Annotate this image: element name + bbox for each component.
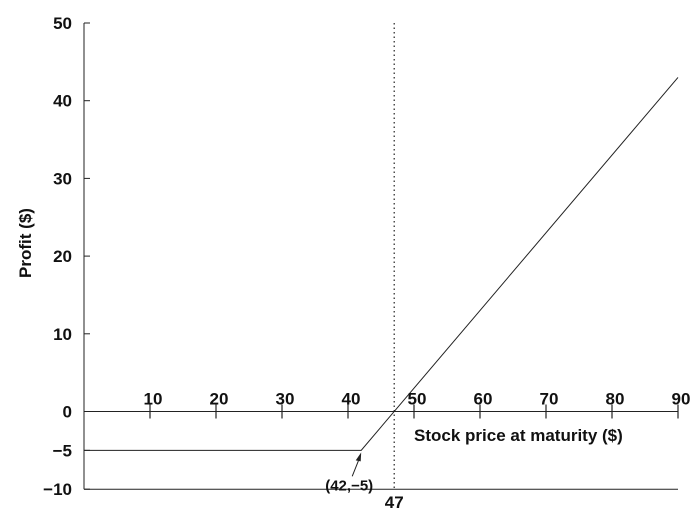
breakeven-label: 47 xyxy=(385,493,404,512)
y-tick-label--5: −5 xyxy=(53,441,72,460)
x-tick-label-60: 60 xyxy=(474,390,493,409)
x-tick-label-70: 70 xyxy=(540,390,559,409)
chart-labels: 50 40 30 20 10 0 −5 −10 10 20 30 40 50 60 70 80 90 47 (42,… xyxy=(43,14,690,512)
profit-line xyxy=(84,77,679,451)
y-tick-label-20: 20 xyxy=(53,247,72,266)
y-tick-label--10: −10 xyxy=(43,480,72,499)
x-tick-label-90: 90 xyxy=(672,390,691,409)
x-axis-title: Stock price at maturity ($) xyxy=(414,426,623,445)
y-tick-label-40: 40 xyxy=(53,92,72,111)
x-tick-label-50: 50 xyxy=(408,390,427,409)
y-axis-title: Profit ($) xyxy=(16,208,35,278)
x-tick-label-30: 30 xyxy=(276,390,295,409)
annotation-arrowhead xyxy=(355,452,362,462)
y-tick-label-0: 0 xyxy=(63,403,72,422)
annotation-label: (42,−5) xyxy=(325,477,373,494)
x-tick-label-40: 40 xyxy=(342,390,361,409)
x-tick-label-80: 80 xyxy=(606,390,625,409)
chart-marks xyxy=(84,23,679,490)
axes xyxy=(83,22,679,490)
x-tick-label-10: 10 xyxy=(144,390,163,409)
x-tick-label-20: 20 xyxy=(210,390,229,409)
y-tick-label-10: 10 xyxy=(53,325,72,344)
y-tick-label-30: 30 xyxy=(53,169,72,188)
y-tick-label-50: 50 xyxy=(53,14,72,33)
